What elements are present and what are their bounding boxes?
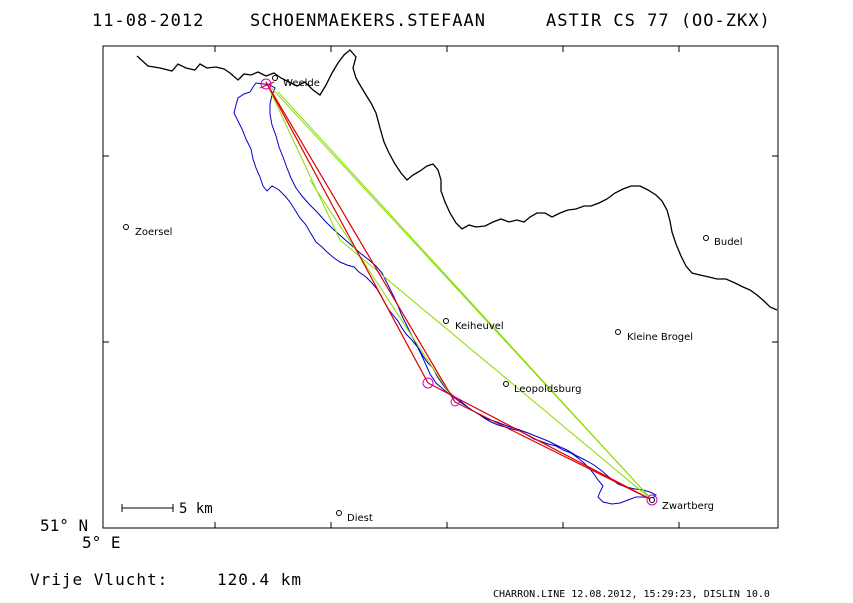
place-label-weelde: Weelde — [283, 78, 320, 89]
flight-track — [233, 82, 657, 505]
place-label-zoersel: Zoersel — [135, 227, 172, 238]
footer-credit: CHARRON.LINE 12.08.2012, 15:29:23, DISLI… — [493, 589, 770, 600]
longitude-label: 5° E — [82, 533, 121, 552]
place-marker-zwartberg — [649, 497, 655, 503]
task-legs — [259, 81, 653, 501]
turnpoint-mid-2 — [450, 397, 460, 407]
place-label-leopoldsburg: Leopoldsburg — [514, 384, 581, 395]
turnpoints — [260, 78, 658, 506]
latitude-label: 51° N — [40, 516, 88, 535]
place-label-kleine-brogel: Kleine Brogel — [627, 332, 693, 343]
pilot-name: SCHOENMAEKERS.STEFAAN — [250, 11, 486, 31]
place-label-keiheuvel: Keiheuvel — [455, 321, 504, 332]
map-frame — [102, 45, 779, 529]
place-label-budel: Budel — [714, 237, 742, 248]
place-marker-leopoldsburg — [503, 381, 509, 387]
place-marker-diest — [336, 510, 342, 516]
optimized-legs — [265, 81, 653, 501]
place-marker-budel — [703, 235, 709, 241]
place-markers — [123, 75, 709, 516]
distance-label: Vrije Vlucht: — [30, 570, 168, 589]
distance-value: 120.4 km — [217, 570, 302, 589]
turnpoint-start — [260, 78, 272, 90]
scale-label: 5 km — [179, 501, 213, 517]
place-marker-kleine-brogel — [615, 329, 621, 335]
country-border — [136, 49, 778, 311]
scale-bar — [121, 504, 174, 512]
flight-date: 11-08-2012 — [92, 11, 204, 31]
turnpoint-mid — [422, 377, 434, 389]
place-label-zwartberg: Zwartberg — [662, 501, 714, 512]
place-marker-zoersel — [123, 224, 129, 230]
place-label-diest: Diest — [347, 513, 373, 524]
glider-info: ASTIR CS 77 (OO-ZKX) — [546, 11, 771, 31]
place-marker-keiheuvel — [443, 318, 449, 324]
frame-ticks — [103, 46, 778, 528]
turnpoint-end — [646, 494, 658, 506]
place-marker-weelde — [272, 75, 278, 81]
